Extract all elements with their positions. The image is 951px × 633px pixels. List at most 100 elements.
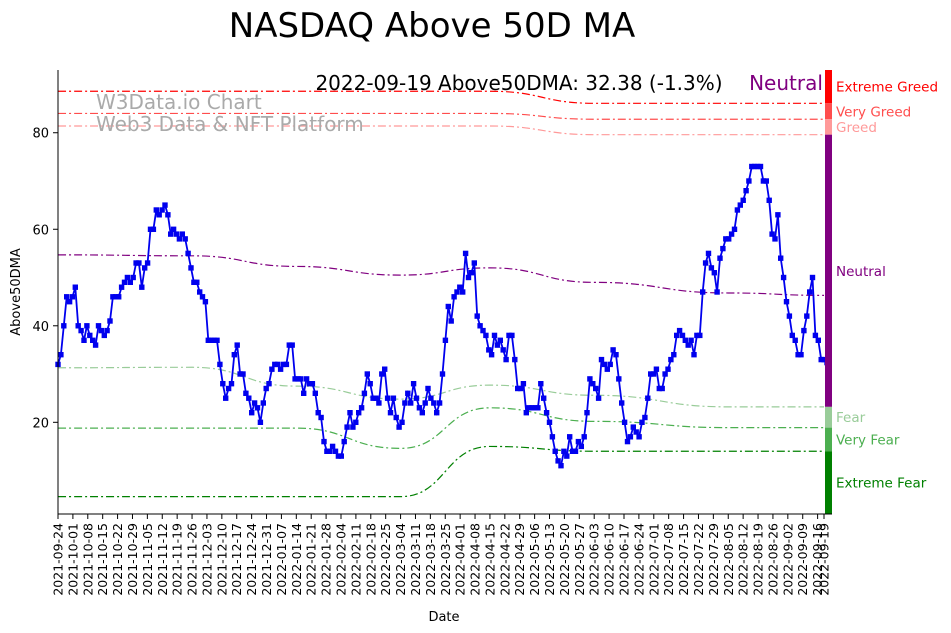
data-point bbox=[595, 395, 602, 401]
data-point bbox=[353, 419, 359, 425]
bands-layer bbox=[57, 90, 825, 498]
x-tick-label: 2022-01-28 bbox=[319, 523, 334, 596]
data-point bbox=[662, 371, 668, 377]
data-point bbox=[815, 337, 821, 343]
status-label: Neutral bbox=[749, 71, 823, 95]
data-point bbox=[298, 376, 304, 382]
data-point bbox=[792, 337, 798, 343]
data-point bbox=[783, 299, 790, 305]
zone-label-greed: Greed bbox=[836, 120, 877, 136]
data-point bbox=[682, 337, 688, 343]
data-point bbox=[405, 390, 411, 396]
y-tick-label: 80 bbox=[32, 127, 49, 142]
data-point bbox=[688, 337, 694, 343]
data-point bbox=[636, 434, 642, 440]
data-point bbox=[624, 438, 631, 445]
data-point bbox=[84, 323, 90, 329]
data-point bbox=[451, 294, 457, 300]
data-point bbox=[723, 236, 729, 242]
zone-bar-extreme-greed bbox=[825, 70, 832, 104]
band-line-extreme-fear bbox=[58, 445, 824, 498]
x-tick-label: 2022-05-13 bbox=[542, 523, 557, 596]
data-point bbox=[356, 410, 362, 416]
data-point bbox=[332, 448, 339, 454]
data-point bbox=[341, 438, 347, 445]
data-point bbox=[555, 458, 561, 464]
y-axis-label: Above50DMA bbox=[9, 248, 24, 336]
x-tick-label: 2022-01-14 bbox=[289, 523, 304, 596]
data-point bbox=[728, 231, 735, 237]
data-point bbox=[358, 405, 365, 411]
data-point bbox=[731, 226, 738, 232]
x-tick-label: 2022-06-17 bbox=[616, 523, 631, 596]
data-point bbox=[439, 371, 446, 377]
data-point bbox=[211, 337, 217, 343]
data-point bbox=[185, 250, 191, 257]
data-point bbox=[390, 395, 397, 401]
x-tick-label: 2022-07-08 bbox=[661, 523, 676, 596]
x-tick-label: 2022-07-22 bbox=[691, 523, 706, 596]
band-line-fear bbox=[57, 366, 824, 408]
data-point bbox=[529, 405, 535, 411]
x-tick-label: 2022-03-04 bbox=[393, 523, 408, 596]
data-point bbox=[668, 356, 674, 363]
x-tick-label: 2021-11-19 bbox=[170, 523, 185, 596]
data-point bbox=[740, 197, 746, 203]
data-point bbox=[494, 342, 501, 348]
data-point bbox=[457, 284, 463, 290]
data-point bbox=[812, 332, 819, 339]
data-point bbox=[413, 395, 420, 401]
data-point bbox=[370, 395, 376, 401]
data-point bbox=[98, 327, 105, 334]
data-point bbox=[679, 332, 686, 339]
data-point bbox=[168, 231, 174, 237]
x-tick-label: 2021-10-01 bbox=[65, 523, 80, 596]
data-point bbox=[277, 366, 284, 372]
data-point bbox=[61, 323, 67, 329]
data-point bbox=[170, 226, 177, 232]
x-ticks: 2021-09-24 2021-10-01 2021-10-08 2021-10-15… bbox=[51, 514, 832, 596]
data-point bbox=[607, 361, 613, 368]
data-point bbox=[199, 294, 206, 300]
data-point bbox=[807, 289, 813, 295]
data-point bbox=[81, 337, 87, 343]
data-point bbox=[477, 323, 483, 329]
data-point bbox=[515, 385, 521, 392]
data-point bbox=[393, 414, 399, 421]
data-point bbox=[416, 405, 423, 411]
data-point bbox=[425, 385, 431, 392]
data-point bbox=[376, 400, 382, 406]
x-tick-label: 2022-08-05 bbox=[721, 523, 736, 596]
data-point bbox=[214, 337, 220, 343]
data-point bbox=[778, 255, 784, 261]
data-point bbox=[309, 381, 316, 387]
data-point bbox=[445, 303, 451, 310]
data-point bbox=[760, 178, 767, 184]
zone-bar-extreme-fear bbox=[825, 451, 832, 514]
data-point bbox=[497, 337, 503, 343]
data-point bbox=[743, 188, 749, 194]
data-point bbox=[303, 376, 310, 382]
data-point bbox=[460, 289, 466, 295]
zone-label-fear: Fear bbox=[836, 410, 866, 426]
data-point bbox=[399, 419, 405, 425]
data-point bbox=[581, 434, 587, 440]
data-point bbox=[818, 356, 824, 363]
data-point bbox=[179, 231, 185, 237]
data-point bbox=[520, 381, 527, 387]
data-point bbox=[347, 410, 353, 416]
x-tick-label: 2022-04-01 bbox=[453, 523, 468, 596]
data-point bbox=[350, 424, 356, 430]
data-point bbox=[700, 289, 706, 295]
data-point bbox=[266, 381, 272, 387]
data-point bbox=[69, 294, 76, 300]
data-point bbox=[665, 366, 671, 372]
data-point bbox=[471, 260, 477, 266]
data-point bbox=[561, 448, 567, 454]
x-tick-label: 2021-11-12 bbox=[155, 523, 170, 596]
data-point bbox=[78, 327, 84, 334]
x-tick-label: 2022-03-11 bbox=[408, 523, 423, 596]
